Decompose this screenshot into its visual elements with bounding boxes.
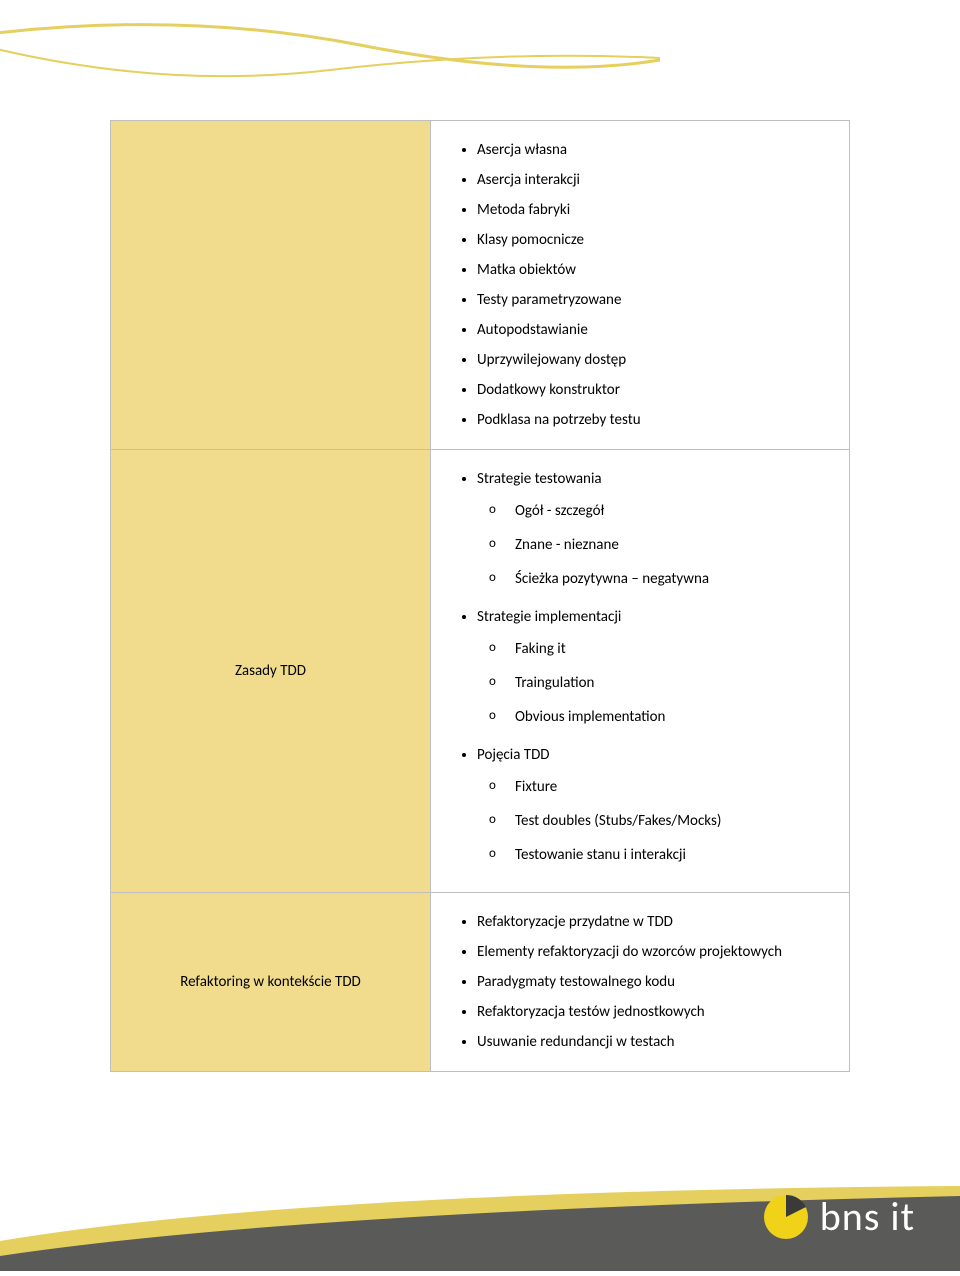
list-item: Refaktoryzacja testów jednostkowych: [477, 997, 833, 1027]
list-item: Usuwanie redundancji w testach: [477, 1027, 833, 1057]
list-item: Dodatkowy konstruktor: [477, 375, 833, 405]
course-outline-table: Asercja własna Asercja interakcji Metoda…: [110, 120, 850, 1072]
list-item: Pojęcia TDD Fixture Test doubles (Stubs/…: [477, 740, 833, 878]
list-item: Strategie testowania Ogół - szczegół Zna…: [477, 464, 833, 602]
sub-item: Faking it: [507, 632, 833, 666]
sub-item: Obvious implementation: [507, 700, 833, 734]
list-item: Strategie implementacji Faking it Traing…: [477, 602, 833, 740]
list-heading: Pojęcia TDD: [477, 746, 550, 764]
logo: bns it: [762, 1192, 915, 1241]
section-3-right: Refaktoryzacje przydatne w TDD Elementy …: [431, 893, 850, 1072]
list-item: Refaktoryzacje przydatne w TDD: [477, 907, 833, 937]
list-heading: Strategie implementacji: [477, 608, 621, 626]
sub-item: Fixture: [507, 770, 833, 804]
sub-item: Traingulation: [507, 666, 833, 700]
main-table-container: Asercja własna Asercja interakcji Metoda…: [110, 120, 850, 1072]
list-item: Testy parametryzowane: [477, 285, 833, 315]
logo-text: bns it: [820, 1192, 915, 1241]
list-item: Matka obiektów: [477, 255, 833, 285]
list-item: Paradygmaty testowalnego kodu: [477, 967, 833, 997]
list-item: Elementy refaktoryzacji do wzorców proje…: [477, 937, 833, 967]
list-item: Metoda fabryki: [477, 195, 833, 225]
list-item: Podklasa na potrzeby testu: [477, 405, 833, 435]
logo-icon: [762, 1193, 810, 1241]
list-item: Klasy pomocnicze: [477, 225, 833, 255]
section-1-left: [111, 121, 431, 450]
list-item: Asercja własna: [477, 135, 833, 165]
sub-item: Testowanie stanu i interakcji: [507, 838, 833, 872]
list-heading: Strategie testowania: [477, 470, 602, 488]
footer: bns it: [0, 1161, 960, 1271]
section-2-right: Strategie testowania Ogół - szczegół Zna…: [431, 450, 850, 893]
sub-item: Ścieżka pozytywna – negatywna: [507, 562, 833, 596]
section-3-left: Refaktoring w kontekście TDD: [111, 893, 431, 1072]
list-item: Autopodstawianie: [477, 315, 833, 345]
sub-item: Znane - nieznane: [507, 528, 833, 562]
section-2-left: Zasady TDD: [111, 450, 431, 893]
sub-item: Test doubles (Stubs/Fakes/Mocks): [507, 804, 833, 838]
list-item: Uprzywilejowany dostęp: [477, 345, 833, 375]
list-item: Asercja interakcji: [477, 165, 833, 195]
section-1-right: Asercja własna Asercja interakcji Metoda…: [431, 121, 850, 450]
sub-item: Ogół - szczegół: [507, 494, 833, 528]
top-decorative-curve: [0, 0, 680, 100]
